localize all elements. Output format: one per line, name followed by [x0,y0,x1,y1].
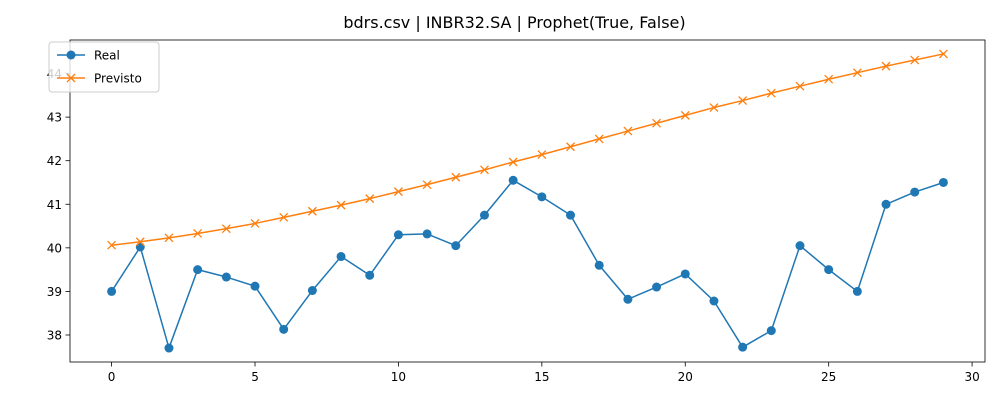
y-tick-label: 41 [47,198,62,212]
data-point [537,192,547,202]
data-point [881,199,891,209]
axes-frame [69,39,986,363]
legend-item-previsto: Previsto [57,72,142,86]
data-point [164,343,174,353]
data-point [680,269,690,279]
series-real [107,175,948,353]
legend-item-real: Real [57,49,120,63]
data-point [422,180,432,190]
x-tick-label: 25 [821,370,836,384]
data-point [107,286,117,296]
data-point [193,229,203,238]
data-point [795,241,805,251]
y-tick-label: 40 [47,241,62,255]
legend-marker [66,50,76,60]
x-tick-label: 15 [534,370,549,384]
data-point [164,233,174,243]
legend-marker [66,73,76,83]
x-tick-label: 0 [108,370,116,384]
x-tick-label: 20 [678,370,693,384]
data-point [193,265,203,275]
data-point [279,324,289,334]
data-point [566,142,575,152]
data-point [221,224,231,234]
data-point [221,272,231,282]
data-point [852,68,862,78]
data-point [307,286,317,296]
data-point [393,230,403,240]
data-point [279,212,289,222]
plot-area [70,40,985,362]
data-point [738,342,748,352]
data-point [250,218,260,228]
data-point [566,210,576,220]
x-tick-label: 10 [391,370,406,384]
data-point [107,240,117,250]
data-point [766,326,776,336]
data-point [795,81,805,91]
data-point [623,294,633,304]
x-tick-label: 30 [964,370,979,384]
data-point [508,175,518,185]
data-point [881,61,891,71]
data-point [910,55,920,65]
data-point [422,229,432,239]
data-point [451,172,461,182]
y-tick-label: 39 [47,285,62,299]
data-point [336,252,346,262]
data-point [766,88,776,98]
data-point [623,126,633,136]
data-point [938,177,948,187]
legend-label: Real [94,49,120,63]
series-line-real [110,179,944,349]
x-tick-label: 5 [251,370,259,384]
data-point [680,110,690,120]
data-point [938,49,948,59]
data-point [365,270,375,280]
data-point [135,237,145,247]
data-point [250,281,260,291]
data-point [135,242,145,252]
y-tick-label: 43 [47,111,62,125]
series-layer [107,49,948,353]
data-point [824,74,834,84]
data-point [738,96,748,106]
data-point [852,286,862,296]
series-previsto [107,49,948,250]
y-tick-label: 38 [47,328,62,342]
chart-title: bdrs.csv | INBR32.SA | Prophet(True, Fal… [343,13,685,32]
series-line-previsto [111,53,944,246]
data-point [824,265,834,275]
data-point [652,118,662,128]
data-point [508,157,518,167]
data-point [393,187,403,197]
data-point [365,194,375,204]
plot-background [70,40,985,362]
legend: Real Previsto [48,41,160,93]
data-point [480,165,489,175]
legend-label: Previsto [94,72,142,86]
data-point [451,241,461,251]
data-point [479,210,489,220]
data-point [336,200,346,210]
data-point [652,282,662,292]
data-point [594,260,604,270]
data-point [709,103,719,112]
data-point [910,187,920,197]
y-tick-label: 42 [47,154,62,168]
data-point [709,296,719,306]
data-point [537,150,547,160]
data-point [307,206,317,216]
data-point [594,134,604,144]
